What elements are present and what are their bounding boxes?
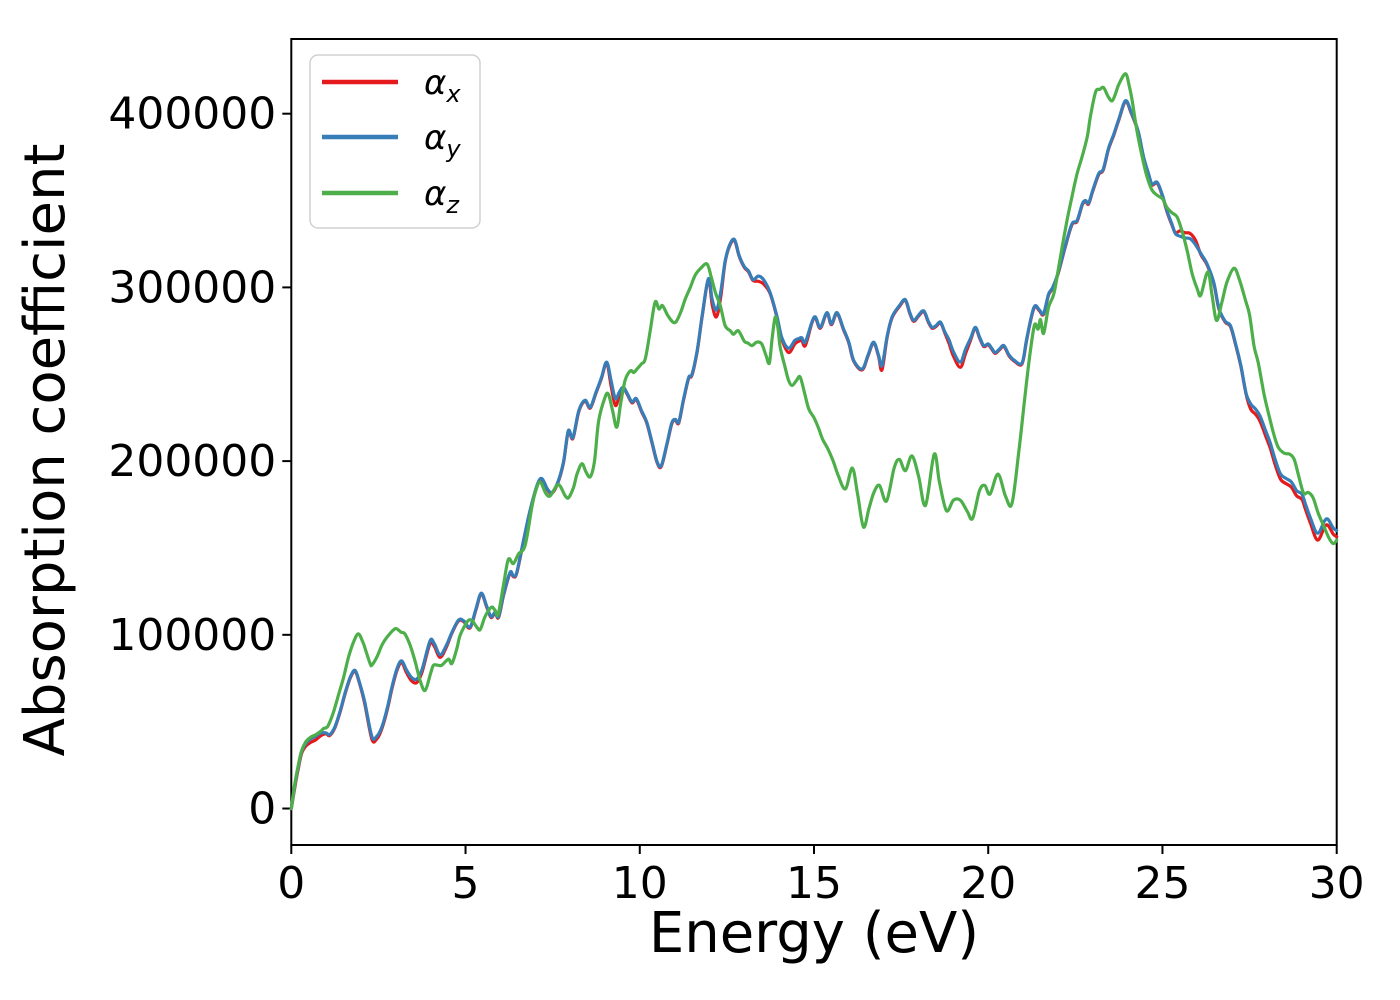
legend-label-base: α — [424, 63, 446, 103]
legend-label-alpha-x: αx — [424, 63, 461, 108]
x-tick-label: 25 — [1134, 858, 1190, 909]
y-tick-label: 300000 — [108, 262, 276, 313]
x-tick-label: 10 — [612, 858, 668, 909]
y-tick-label: 400000 — [108, 89, 276, 140]
legend-label-subscript: y — [445, 135, 461, 163]
legend-label-alpha-z: αz — [424, 174, 460, 219]
legend-label-subscript: z — [445, 191, 460, 219]
legend-label-alpha-y: αy — [424, 118, 461, 163]
x-tick-label: 5 — [452, 858, 480, 909]
x-tick-label: 15 — [786, 858, 842, 909]
legend-label-base: α — [424, 118, 446, 158]
x-axis-label: Energy (eV) — [649, 901, 979, 966]
x-tick-label: 0 — [277, 858, 305, 909]
y-tick-label: 200000 — [108, 436, 276, 487]
legend-label-base: α — [424, 174, 446, 214]
plot-area: 0 5 10 15 20 25 300100000200000300000400000αxα… — [108, 38, 1365, 909]
x-tick-label: 30 — [1309, 858, 1365, 909]
series-line-alpha-z — [289, 72, 1339, 811]
x-tick-label: 20 — [960, 858, 1016, 909]
y-axis-label: Absorption coefficient — [13, 144, 78, 757]
y-tick-label: 100000 — [108, 610, 276, 661]
legend-box — [309, 54, 481, 229]
series-line-alpha-y — [289, 99, 1339, 811]
y-tick-label: 0 — [248, 784, 276, 835]
legend-label-subscript: x — [445, 80, 461, 108]
